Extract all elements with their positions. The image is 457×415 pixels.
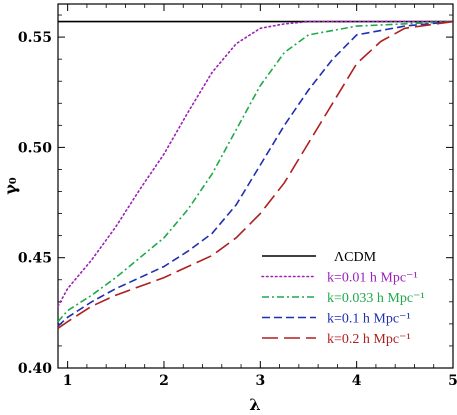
y-tick-label: 0.45 — [18, 251, 52, 267]
legend-label-1: k=0.01 h Mpc⁻¹ — [327, 271, 418, 286]
series-layer — [57, 20, 454, 329]
legend-label-2: k=0.033 h Mpc⁻¹ — [327, 291, 425, 306]
legend-label-3: k=0.1 h Mpc⁻¹ — [327, 312, 411, 327]
series-line-4 — [57, 20, 454, 329]
series-line-3 — [57, 20, 454, 327]
x-axis-label: λ — [249, 395, 260, 414]
x-tick-label: 4 — [352, 373, 362, 389]
x-tick-label: 1 — [63, 373, 73, 389]
series-line-1 — [57, 20, 454, 307]
x-tick-label: 2 — [159, 373, 169, 389]
series-line-2 — [57, 20, 454, 323]
x-tick-label: 3 — [255, 373, 265, 389]
y-axis-label: γ₀ — [1, 177, 20, 195]
legend-label-4: k=0.2 h Mpc⁻¹ — [327, 332, 411, 347]
axis-ticks: 1 2 3 4 5 0.40 0.45 0.50 0.55 — [18, 4, 457, 389]
y-tick-label: 0.55 — [18, 30, 52, 46]
legend: ΛCDM k=0.01 h Mpc⁻¹ k=0.033 h Mpc⁻¹ k=0.1 h… — [261, 250, 425, 347]
y-tick-label: 0.50 — [18, 140, 52, 156]
y-tick-label: 0.40 — [18, 361, 52, 377]
x-tick-label: 5 — [448, 373, 457, 389]
plot-frame — [57, 3, 454, 369]
legend-label-0: ΛCDM — [334, 250, 377, 265]
